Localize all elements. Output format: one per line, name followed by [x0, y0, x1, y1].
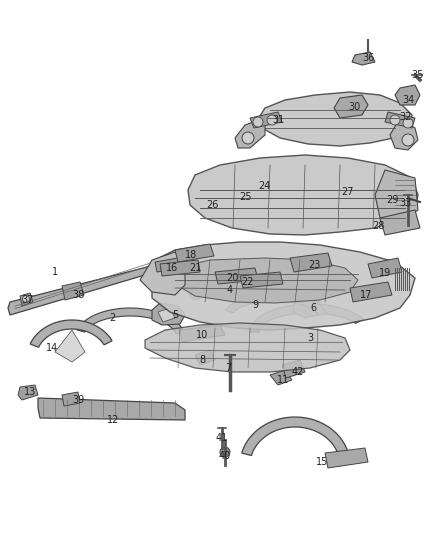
- Text: 36: 36: [362, 53, 374, 63]
- Text: 25: 25: [239, 192, 251, 202]
- Polygon shape: [282, 360, 305, 378]
- Text: 16: 16: [166, 263, 178, 273]
- Polygon shape: [62, 392, 80, 406]
- Text: 6: 6: [310, 303, 316, 313]
- Text: 19: 19: [379, 268, 391, 278]
- Polygon shape: [158, 308, 175, 322]
- Polygon shape: [290, 253, 332, 272]
- Polygon shape: [152, 303, 185, 325]
- Text: 29: 29: [386, 195, 398, 205]
- Polygon shape: [242, 417, 350, 459]
- Polygon shape: [55, 330, 85, 362]
- Text: 9: 9: [252, 300, 258, 310]
- Text: 34: 34: [402, 95, 414, 105]
- Polygon shape: [188, 155, 418, 235]
- Polygon shape: [180, 325, 225, 342]
- Text: 12: 12: [107, 415, 119, 425]
- Polygon shape: [152, 242, 415, 330]
- Text: 11: 11: [277, 375, 289, 385]
- Text: 22: 22: [241, 277, 253, 287]
- Polygon shape: [390, 118, 418, 150]
- Text: 27: 27: [342, 187, 354, 197]
- Text: 23: 23: [308, 260, 320, 270]
- Text: 32: 32: [400, 112, 412, 122]
- Text: 37: 37: [22, 295, 34, 305]
- Text: 26: 26: [206, 200, 218, 210]
- Polygon shape: [175, 258, 358, 303]
- Circle shape: [220, 447, 230, 457]
- Polygon shape: [352, 52, 375, 65]
- Polygon shape: [77, 308, 184, 334]
- Polygon shape: [395, 85, 420, 105]
- Polygon shape: [260, 92, 412, 146]
- Polygon shape: [145, 323, 350, 372]
- Text: 5: 5: [172, 310, 178, 320]
- Text: 1: 1: [52, 267, 58, 277]
- Polygon shape: [368, 258, 402, 278]
- Polygon shape: [175, 244, 214, 262]
- Text: 2: 2: [109, 313, 115, 323]
- Text: 30: 30: [348, 102, 360, 112]
- Polygon shape: [235, 118, 265, 148]
- Text: 20: 20: [226, 273, 238, 283]
- Polygon shape: [18, 385, 38, 400]
- Text: 13: 13: [24, 387, 36, 397]
- Polygon shape: [380, 210, 420, 235]
- Polygon shape: [293, 297, 320, 318]
- Text: 31: 31: [272, 115, 284, 125]
- Polygon shape: [20, 293, 33, 306]
- Text: 28: 28: [372, 221, 384, 231]
- Polygon shape: [195, 350, 215, 365]
- Text: 24: 24: [258, 181, 270, 191]
- Polygon shape: [38, 398, 185, 420]
- Polygon shape: [250, 112, 282, 128]
- Polygon shape: [325, 448, 368, 468]
- Polygon shape: [140, 252, 185, 295]
- Polygon shape: [155, 258, 182, 272]
- Circle shape: [402, 134, 414, 146]
- Circle shape: [267, 115, 277, 125]
- Circle shape: [403, 118, 413, 128]
- Polygon shape: [62, 282, 84, 300]
- Circle shape: [390, 115, 400, 125]
- Polygon shape: [215, 268, 258, 284]
- Polygon shape: [334, 95, 368, 118]
- Polygon shape: [385, 112, 415, 128]
- Text: 41: 41: [216, 433, 228, 443]
- Text: 8: 8: [199, 355, 205, 365]
- Polygon shape: [8, 262, 190, 315]
- Text: 7: 7: [225, 363, 231, 373]
- Polygon shape: [240, 272, 283, 288]
- Polygon shape: [375, 170, 418, 222]
- Circle shape: [22, 295, 29, 303]
- Polygon shape: [160, 260, 200, 276]
- Text: 35: 35: [412, 70, 424, 80]
- Text: 15: 15: [316, 457, 328, 467]
- Text: 39: 39: [72, 395, 84, 405]
- Polygon shape: [250, 304, 364, 332]
- Polygon shape: [190, 284, 268, 300]
- Text: 10: 10: [196, 330, 208, 340]
- Text: 42: 42: [292, 367, 304, 377]
- Circle shape: [253, 117, 263, 127]
- Text: 3: 3: [307, 333, 313, 343]
- Polygon shape: [350, 282, 392, 302]
- Polygon shape: [30, 320, 112, 348]
- Polygon shape: [270, 370, 292, 385]
- Text: 21: 21: [189, 263, 201, 273]
- Text: 18: 18: [185, 250, 197, 260]
- Text: 33: 33: [399, 198, 411, 208]
- Polygon shape: [226, 293, 326, 316]
- Text: 40: 40: [219, 451, 231, 461]
- Text: 38: 38: [72, 290, 84, 300]
- Text: 4: 4: [227, 285, 233, 295]
- Text: 17: 17: [360, 290, 372, 300]
- Circle shape: [242, 132, 254, 144]
- Text: 14: 14: [46, 343, 58, 353]
